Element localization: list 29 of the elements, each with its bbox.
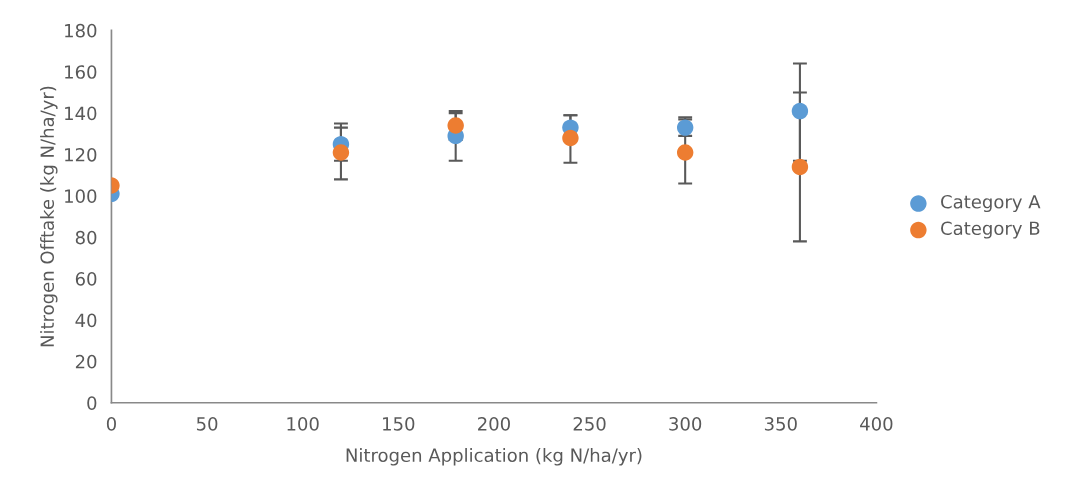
y-tick-label: 40 bbox=[75, 313, 97, 328]
x-tick-label: 100 bbox=[287, 416, 319, 431]
y-tick-label: 80 bbox=[75, 230, 97, 245]
point bbox=[791, 158, 809, 176]
y-axis-title: Nitrogen Offtake (kg N/ha/yr) bbox=[40, 86, 58, 347]
legend-label: Category B bbox=[941, 221, 1040, 239]
point bbox=[332, 144, 350, 161]
point bbox=[791, 102, 809, 120]
x-tick-label: 0 bbox=[106, 416, 116, 431]
y-tick-label: 120 bbox=[65, 147, 97, 162]
x-tick-label: 50 bbox=[196, 416, 218, 431]
y-tick-label: 60 bbox=[75, 272, 97, 286]
x-tick-label: 150 bbox=[383, 416, 415, 431]
y-tick-label: 20 bbox=[75, 354, 97, 369]
y-tick-label: 160 bbox=[65, 65, 97, 79]
x-axis-title: Nitrogen Application (kg N/ha/yr) bbox=[346, 448, 642, 466]
x-tick-label: 350 bbox=[764, 416, 797, 431]
point bbox=[447, 117, 464, 134]
x-tick-label: 300 bbox=[669, 416, 702, 431]
point bbox=[562, 129, 579, 147]
x-tick-label: 250 bbox=[573, 416, 606, 431]
x-tick-label: 400 bbox=[860, 416, 893, 431]
y-tick-label: 0 bbox=[87, 396, 97, 410]
y-tick-label: 100 bbox=[65, 189, 97, 204]
legend-label: Category A bbox=[941, 194, 1041, 213]
y-tick-label: 140 bbox=[65, 106, 97, 121]
point bbox=[676, 144, 694, 161]
x-tick-label: 200 bbox=[478, 416, 510, 431]
y-tick-label: 180 bbox=[65, 23, 97, 38]
